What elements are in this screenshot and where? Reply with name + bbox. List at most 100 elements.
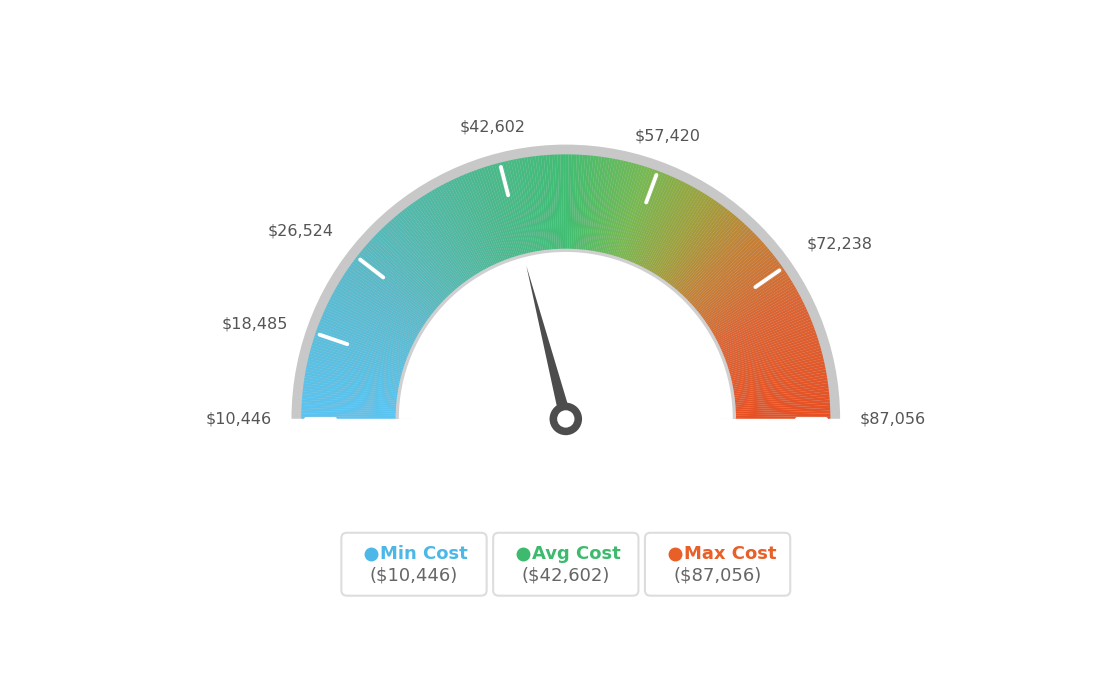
Wedge shape <box>301 416 396 419</box>
Wedge shape <box>326 306 413 348</box>
Wedge shape <box>667 206 725 284</box>
Wedge shape <box>538 155 550 250</box>
Wedge shape <box>734 391 829 403</box>
Wedge shape <box>329 299 415 344</box>
Wedge shape <box>649 188 698 273</box>
Circle shape <box>550 403 582 435</box>
Wedge shape <box>502 161 528 255</box>
Wedge shape <box>375 234 445 302</box>
Wedge shape <box>434 188 482 273</box>
Wedge shape <box>560 155 564 250</box>
Wedge shape <box>422 195 475 277</box>
Wedge shape <box>603 161 626 254</box>
Wedge shape <box>571 155 577 250</box>
Wedge shape <box>735 416 830 419</box>
Wedge shape <box>353 259 431 318</box>
Wedge shape <box>546 155 555 250</box>
Wedge shape <box>678 221 743 293</box>
Wedge shape <box>346 270 426 325</box>
Wedge shape <box>413 201 469 281</box>
Wedge shape <box>715 294 800 341</box>
Wedge shape <box>731 362 825 384</box>
Wedge shape <box>355 257 432 317</box>
Wedge shape <box>408 205 466 283</box>
Wedge shape <box>474 170 509 260</box>
Wedge shape <box>565 155 569 250</box>
Wedge shape <box>683 228 751 298</box>
Wedge shape <box>342 275 424 328</box>
Wedge shape <box>720 309 807 350</box>
Wedge shape <box>301 405 396 412</box>
Wedge shape <box>305 375 399 393</box>
Wedge shape <box>511 159 532 253</box>
Wedge shape <box>584 156 596 251</box>
Wedge shape <box>513 159 534 253</box>
Wedge shape <box>330 297 416 342</box>
Wedge shape <box>596 159 615 253</box>
Wedge shape <box>677 219 741 292</box>
Wedge shape <box>379 230 447 299</box>
Wedge shape <box>689 238 761 304</box>
Wedge shape <box>311 345 403 373</box>
Wedge shape <box>302 397 397 406</box>
Wedge shape <box>724 326 815 362</box>
Wedge shape <box>708 275 789 328</box>
Wedge shape <box>304 383 399 397</box>
Circle shape <box>558 411 574 428</box>
Wedge shape <box>327 304 414 347</box>
Wedge shape <box>597 159 618 253</box>
Wedge shape <box>613 165 643 257</box>
Wedge shape <box>456 177 497 265</box>
Wedge shape <box>446 182 490 268</box>
Wedge shape <box>666 205 723 283</box>
Wedge shape <box>729 348 821 375</box>
Wedge shape <box>724 324 814 360</box>
Wedge shape <box>337 284 421 335</box>
Wedge shape <box>319 322 408 358</box>
Wedge shape <box>570 155 574 250</box>
Wedge shape <box>646 186 693 270</box>
Wedge shape <box>718 302 804 345</box>
Wedge shape <box>732 369 826 389</box>
Wedge shape <box>731 359 824 382</box>
Wedge shape <box>731 364 825 386</box>
Wedge shape <box>728 342 820 372</box>
Wedge shape <box>672 213 734 288</box>
Wedge shape <box>359 253 434 314</box>
Wedge shape <box>489 165 519 257</box>
Text: ($10,446): ($10,446) <box>370 566 458 584</box>
Wedge shape <box>709 277 790 330</box>
Wedge shape <box>350 264 429 321</box>
Wedge shape <box>729 351 822 377</box>
Wedge shape <box>333 289 418 337</box>
Wedge shape <box>424 194 477 276</box>
Wedge shape <box>347 268 427 324</box>
Wedge shape <box>310 348 403 375</box>
Wedge shape <box>492 164 520 257</box>
Wedge shape <box>376 232 446 301</box>
Wedge shape <box>702 262 779 319</box>
Wedge shape <box>720 311 808 352</box>
Wedge shape <box>644 184 691 270</box>
Wedge shape <box>690 240 763 306</box>
Wedge shape <box>524 157 541 252</box>
Text: ($87,056): ($87,056) <box>673 566 762 584</box>
Wedge shape <box>468 172 506 262</box>
Wedge shape <box>725 329 816 364</box>
Wedge shape <box>575 155 583 250</box>
Wedge shape <box>599 159 620 253</box>
Wedge shape <box>476 169 510 259</box>
Wedge shape <box>381 228 448 298</box>
Wedge shape <box>448 181 492 268</box>
Wedge shape <box>578 155 588 250</box>
Wedge shape <box>301 413 396 417</box>
Wedge shape <box>705 270 786 325</box>
Wedge shape <box>517 159 535 253</box>
Wedge shape <box>633 176 673 264</box>
Wedge shape <box>582 155 594 250</box>
Wedge shape <box>497 163 523 255</box>
Wedge shape <box>622 169 656 259</box>
Wedge shape <box>725 332 817 365</box>
Wedge shape <box>616 166 648 258</box>
Wedge shape <box>308 359 401 382</box>
